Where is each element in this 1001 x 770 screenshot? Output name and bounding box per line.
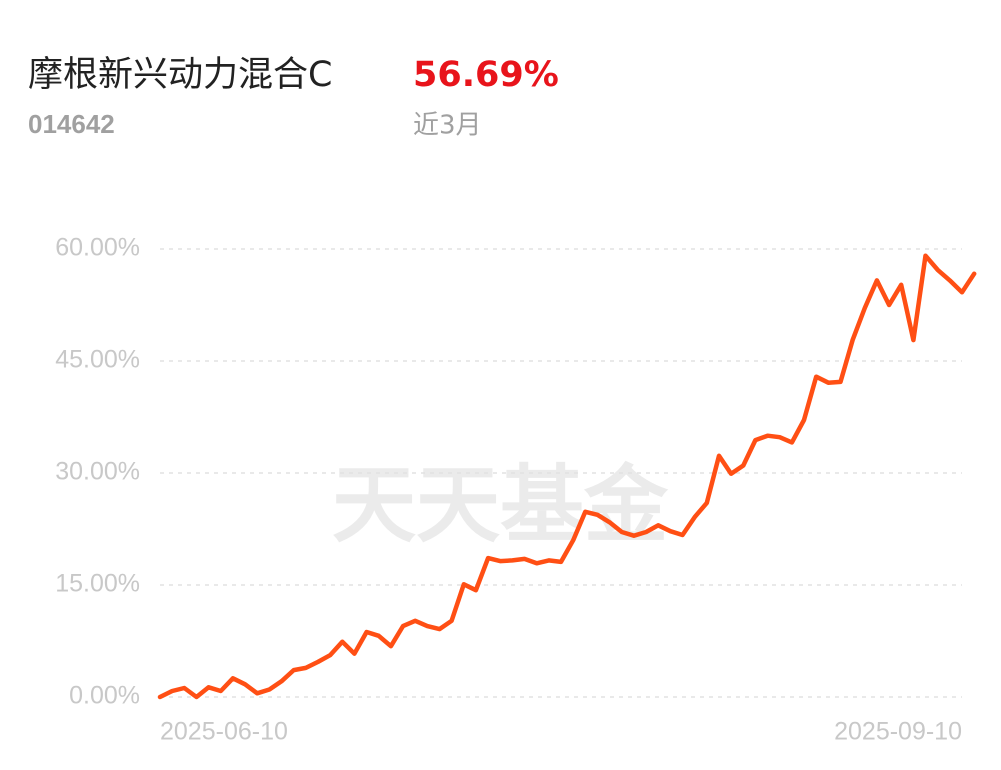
y-tick-label: 15.00% xyxy=(55,570,140,598)
line xyxy=(157,253,977,700)
y-tick-label: 0.00% xyxy=(69,682,140,710)
fund-name: 摩根新兴动力混合C xyxy=(28,55,332,95)
y-tick-label: 30.00% xyxy=(55,458,140,486)
x-tick-label: 2025-06-10 xyxy=(160,718,288,746)
watermark: 天天基金 xyxy=(332,455,669,554)
x-tick-label: 2025-09-10 xyxy=(834,718,962,746)
return-value: 56.69% xyxy=(413,55,559,95)
y-tick-label: 45.00% xyxy=(55,346,140,374)
fund-code: 014642 xyxy=(28,109,115,139)
y-tick-label: 60.00% xyxy=(55,234,140,262)
return-period: 近3月 xyxy=(413,111,482,141)
